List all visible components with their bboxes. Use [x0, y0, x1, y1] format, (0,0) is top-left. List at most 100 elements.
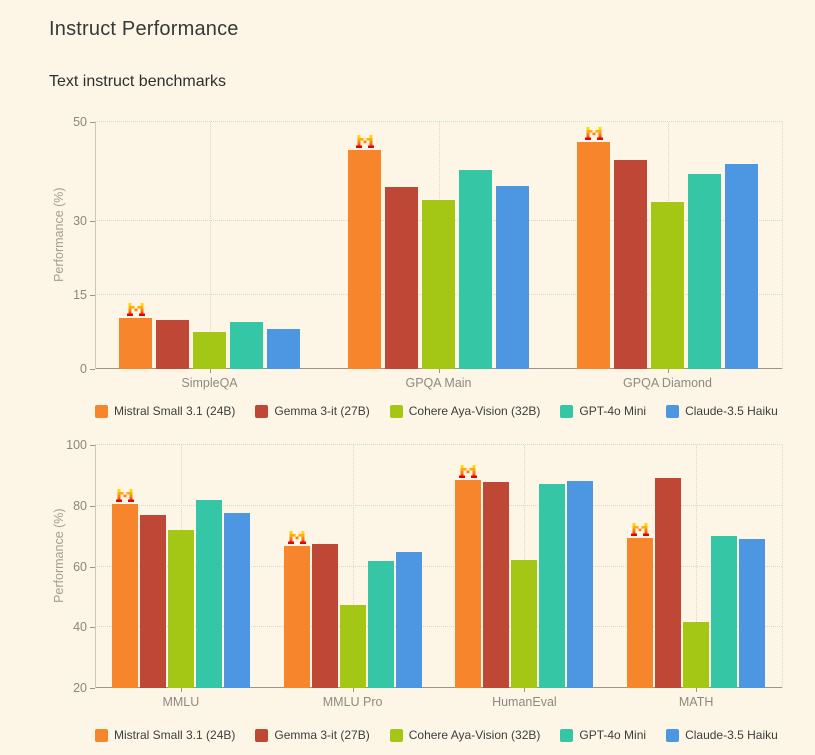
mistral-crown-icon — [126, 302, 145, 316]
bar-cohere-aya-vision-32b-gpqa-main[interactable] — [422, 199, 455, 369]
bar-mistral-small-3-1-24b-simpleqa[interactable] — [119, 302, 152, 369]
legend-label: Gemma 3-it (27B) — [274, 404, 370, 418]
gridline — [696, 445, 698, 688]
bar-group-gpqa-main — [324, 134, 553, 369]
bar-group-mmlu — [95, 488, 267, 688]
legend-swatch-icon — [95, 728, 108, 742]
legend-label: Cohere Aya-Vision (32B) — [408, 728, 541, 742]
legend-item-claude-3-5-haiku[interactable]: Claude-3.5 Haiku — [666, 404, 778, 418]
legend-label: Cohere Aya-Vision (32B) — [408, 404, 541, 418]
mistral-crown-icon — [287, 530, 306, 544]
legend-item-mistral-small-3-1-24b[interactable]: Mistral Small 3.1 (24B) — [95, 728, 235, 742]
x-tick-mark — [438, 369, 440, 373]
x-category-label: MATH — [678, 695, 714, 709]
legend-label: Mistral Small 3.1 (24B) — [114, 404, 236, 418]
legend-item-cohere-aya-vision-32b[interactable]: Cohere Aya-Vision (32B) — [389, 728, 541, 742]
plot-area: 0 15 30 50 Performance (%) SimpleQA GPQA Main G… — [52, 115, 783, 390]
gridline — [782, 122, 783, 369]
bar-mistral-small-3-1-24b-mmlu-pro[interactable] — [283, 530, 310, 688]
gridline — [95, 565, 782, 567]
legend-swatch-icon — [560, 404, 574, 418]
page-title: Instruct Performance — [49, 18, 239, 40]
legend-label: Gemma 3-it (27B) — [274, 728, 370, 742]
bar-gemma-3-it-27b-mmlu[interactable] — [139, 515, 166, 688]
bar-gemma-3-it-27b-humaneval[interactable] — [483, 482, 510, 688]
bar-claude-3-5-haiku-math[interactable] — [739, 538, 766, 688]
legend-swatch-icon — [255, 728, 269, 742]
x-tick-mark — [352, 688, 354, 692]
bar-gpt-4o-mini-simpleqa[interactable] — [230, 322, 263, 369]
legend-item-claude-3-5-haiku[interactable]: Claude-3.5 Haiku — [666, 728, 778, 742]
mistral-crown-icon — [115, 488, 134, 502]
legend-swatch-icon — [389, 404, 403, 418]
gridline — [209, 122, 211, 369]
bar-cohere-aya-vision-32b-simpleqa[interactable] — [193, 331, 226, 369]
x-category-label: SimpleQA — [181, 376, 238, 390]
gridline — [352, 445, 354, 688]
legend-item-gpt-4o-mini[interactable]: GPT-4o Mini — [560, 404, 646, 418]
bar-gpt-4o-mini-humaneval[interactable] — [539, 483, 566, 688]
legend-swatch-icon — [666, 728, 680, 742]
mistral-crown-icon — [459, 465, 478, 479]
y-axis-title: Performance (%) — [52, 507, 66, 603]
bar-gpt-4o-mini-math[interactable] — [711, 535, 738, 688]
x-category-label: MMLU — [162, 695, 200, 709]
legend-item-cohere-aya-vision-32b[interactable]: Cohere Aya-Vision (32B) — [389, 404, 541, 418]
bar-claude-3-5-haiku-gpqa-main[interactable] — [496, 185, 529, 369]
y-tick-label: 50 — [73, 115, 87, 129]
bar-gemma-3-it-27b-gpqa-diamond[interactable] — [614, 159, 647, 369]
bar-gpt-4o-mini-gpqa-diamond[interactable] — [688, 174, 721, 369]
y-tick-label: 30 — [73, 213, 87, 228]
bar-gemma-3-it-27b-simpleqa[interactable] — [156, 319, 189, 369]
legend-top: Mistral Small 3.1 (24B) Gemma 3-it (27B) C… — [95, 404, 778, 418]
legend-swatch-icon — [666, 404, 680, 418]
bar-mistral-small-3-1-24b-math[interactable] — [627, 523, 654, 688]
bar-gpt-4o-mini-mmlu[interactable] — [195, 499, 222, 688]
bar-mistral-small-3-1-24b-gpqa-diamond[interactable] — [577, 126, 610, 369]
legend-swatch-icon — [95, 404, 108, 418]
x-category-label: GPQA Main — [405, 376, 472, 390]
mistral-crown-icon — [584, 126, 603, 140]
bar-cohere-aya-vision-32b-mmlu-pro[interactable] — [339, 605, 366, 688]
bar-claude-3-5-haiku-gpqa-diamond[interactable] — [725, 164, 758, 369]
y-tick-mark — [90, 566, 95, 568]
legend-item-mistral-small-3-1-24b[interactable]: Mistral Small 3.1 (24B) — [95, 404, 235, 418]
y-axis — [95, 122, 96, 369]
mistral-crown-icon — [355, 134, 374, 148]
bar-mistral-small-3-1-24b-humaneval[interactable] — [455, 465, 482, 688]
gridline — [782, 445, 783, 688]
legend-label: GPT-4o Mini — [579, 404, 647, 418]
y-tick-mark — [90, 627, 95, 629]
y-axis-title: Performance (%) — [52, 186, 66, 282]
bar-mistral-small-3-1-24b-gpqa-main[interactable] — [348, 134, 381, 369]
y-tick-label: 15 — [73, 287, 87, 302]
bar-cohere-aya-vision-32b-gpqa-diamond[interactable] — [651, 202, 684, 369]
y-tick-label: 60 — [73, 559, 87, 574]
bar-gpt-4o-mini-mmlu-pro[interactable] — [367, 561, 394, 688]
legend-item-gemma-3-it-27b[interactable]: Gemma 3-it (27B) — [255, 404, 370, 418]
legend-label: Mistral Small 3.1 (24B) — [114, 728, 236, 742]
bar-cohere-aya-vision-32b-math[interactable] — [683, 622, 710, 688]
bar-cohere-aya-vision-32b-humaneval[interactable] — [511, 559, 538, 688]
bar-gpt-4o-mini-gpqa-main[interactable] — [459, 170, 492, 369]
bar-gemma-3-it-27b-math[interactable] — [655, 478, 682, 688]
bar-claude-3-5-haiku-simpleqa[interactable] — [267, 329, 300, 369]
bar-cohere-aya-vision-32b-mmlu[interactable] — [167, 529, 194, 688]
y-tick-label: 0 — [80, 362, 87, 376]
legend-item-gpt-4o-mini[interactable]: GPT-4o Mini — [560, 728, 646, 742]
y-tick-mark — [90, 505, 95, 507]
bar-claude-3-5-haiku-mmlu-pro[interactable] — [395, 551, 422, 688]
legend-bottom: Mistral Small 3.1 (24B) Gemma 3-it (27B) C… — [95, 728, 778, 742]
bar-gemma-3-it-27b-mmlu-pro[interactable] — [311, 543, 338, 688]
legend-item-gemma-3-it-27b[interactable]: Gemma 3-it (27B) — [255, 728, 370, 742]
gridline — [95, 504, 782, 506]
bar-mistral-small-3-1-24b-mmlu[interactable] — [111, 488, 138, 688]
bar-claude-3-5-haiku-humaneval[interactable] — [567, 481, 594, 688]
bar-gemma-3-it-27b-gpqa-main[interactable] — [385, 187, 418, 369]
legend-label: Claude-3.5 Haiku — [685, 404, 778, 418]
bar-claude-3-5-haiku-mmlu[interactable] — [223, 513, 250, 688]
section-subtitle: Text instruct benchmarks — [49, 73, 226, 90]
legend-label: GPT-4o Mini — [579, 728, 647, 742]
legend-swatch-icon — [560, 728, 574, 742]
